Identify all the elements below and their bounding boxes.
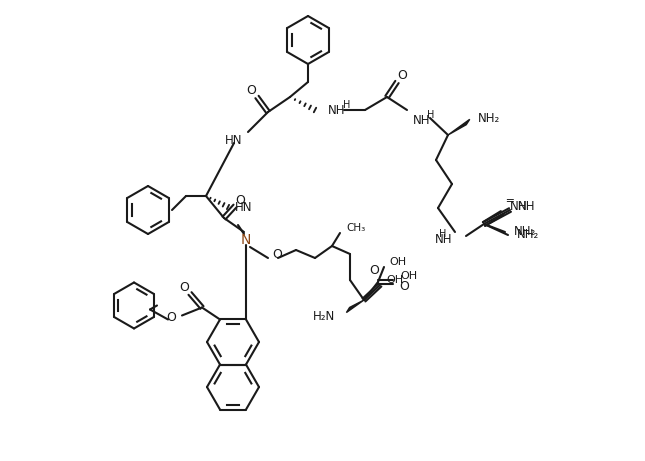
Text: H: H bbox=[343, 100, 350, 110]
Text: NH₂: NH₂ bbox=[514, 225, 536, 238]
Text: O: O bbox=[246, 84, 256, 97]
Text: H: H bbox=[439, 229, 446, 239]
Text: NH: NH bbox=[510, 201, 528, 213]
Text: OH: OH bbox=[400, 271, 417, 281]
Text: NH: NH bbox=[413, 113, 430, 126]
Text: NH₂: NH₂ bbox=[478, 112, 501, 124]
Text: NH₂: NH₂ bbox=[517, 229, 539, 242]
Text: O: O bbox=[235, 194, 245, 207]
Text: ═: ═ bbox=[506, 195, 513, 205]
Text: O: O bbox=[369, 264, 379, 277]
Text: OH: OH bbox=[386, 275, 403, 285]
Text: NH: NH bbox=[435, 234, 452, 247]
Polygon shape bbox=[346, 300, 364, 313]
Text: NH: NH bbox=[328, 104, 346, 117]
Text: O: O bbox=[399, 280, 409, 294]
Text: CH₃: CH₃ bbox=[346, 223, 365, 233]
Text: O: O bbox=[179, 281, 189, 294]
Text: O: O bbox=[166, 311, 176, 324]
Text: H₂N: H₂N bbox=[313, 309, 335, 323]
Text: O: O bbox=[397, 70, 407, 83]
Polygon shape bbox=[448, 119, 470, 135]
Text: OH: OH bbox=[389, 257, 406, 267]
Text: H: H bbox=[427, 110, 434, 120]
Text: HN: HN bbox=[235, 201, 252, 214]
Text: N: N bbox=[241, 233, 251, 247]
Text: HN: HN bbox=[224, 134, 242, 147]
Text: NH: NH bbox=[518, 201, 535, 213]
Text: O: O bbox=[272, 248, 282, 261]
